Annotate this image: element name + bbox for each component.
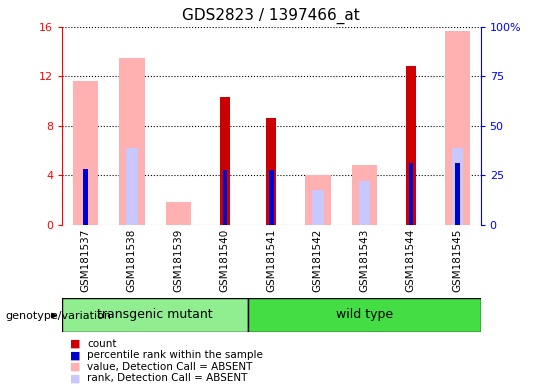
- Bar: [220, 97, 230, 225]
- Title: GDS2823 / 1397466_at: GDS2823 / 1397466_at: [183, 8, 360, 24]
- Bar: [312, 190, 323, 225]
- Text: GSM181540: GSM181540: [220, 228, 230, 291]
- Text: GSM181545: GSM181545: [453, 228, 462, 292]
- Bar: [166, 202, 191, 225]
- Bar: [352, 166, 377, 225]
- Text: wild type: wild type: [336, 308, 393, 321]
- Text: GSM181538: GSM181538: [127, 228, 137, 292]
- Bar: [409, 163, 413, 225]
- Bar: [83, 169, 87, 225]
- Bar: [72, 81, 98, 225]
- Text: GSM181544: GSM181544: [406, 228, 416, 292]
- Text: transgenic mutant: transgenic mutant: [97, 308, 213, 321]
- Text: genotype/variation: genotype/variation: [5, 311, 111, 321]
- Text: GSM181542: GSM181542: [313, 228, 323, 292]
- Bar: [248, 298, 481, 332]
- Text: ■: ■: [70, 362, 80, 372]
- Bar: [126, 148, 138, 225]
- Text: GSM181537: GSM181537: [80, 228, 90, 292]
- Bar: [451, 148, 463, 225]
- Bar: [222, 170, 227, 225]
- Text: GSM181543: GSM181543: [359, 228, 369, 292]
- Text: GSM181541: GSM181541: [266, 228, 276, 292]
- Bar: [119, 58, 145, 225]
- Text: value, Detection Call = ABSENT: value, Detection Call = ABSENT: [87, 362, 253, 372]
- Bar: [305, 175, 330, 225]
- Text: count: count: [87, 339, 117, 349]
- Bar: [444, 31, 470, 225]
- Bar: [455, 163, 460, 225]
- Bar: [359, 181, 370, 225]
- Bar: [266, 118, 276, 225]
- Text: rank, Detection Call = ABSENT: rank, Detection Call = ABSENT: [87, 373, 248, 383]
- Text: ■: ■: [70, 339, 80, 349]
- Bar: [406, 66, 416, 225]
- Bar: [62, 298, 248, 332]
- Text: ■: ■: [70, 373, 80, 383]
- Text: ■: ■: [70, 350, 80, 360]
- Bar: [269, 170, 274, 225]
- Text: GSM181539: GSM181539: [173, 228, 184, 292]
- Text: percentile rank within the sample: percentile rank within the sample: [87, 350, 264, 360]
